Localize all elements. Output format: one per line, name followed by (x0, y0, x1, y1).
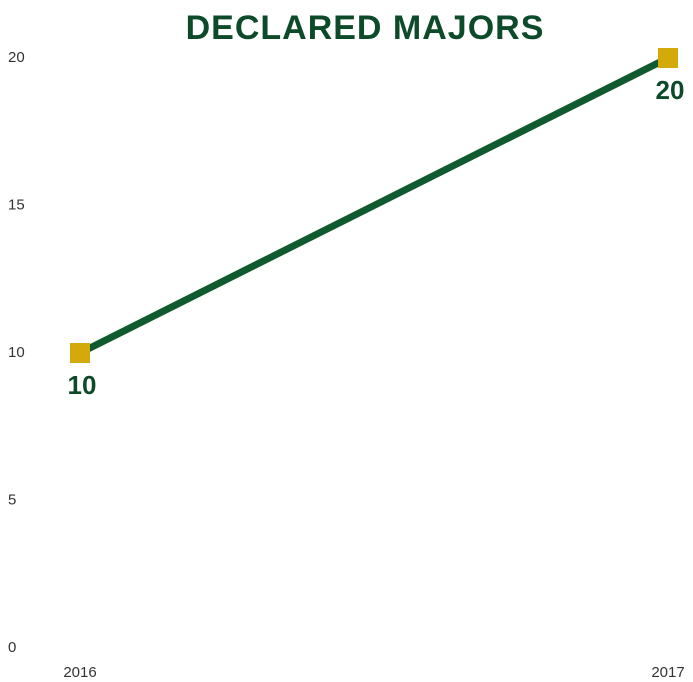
y-tick-label: 15 (8, 196, 25, 213)
x-tick-label: 2017 (651, 664, 684, 681)
marker (70, 343, 90, 363)
line (76, 54, 672, 357)
y-tick-label: 0 (8, 639, 16, 656)
y-tick-label: 5 (8, 491, 16, 508)
x-tick-label: 2016 (63, 664, 96, 681)
data-label: 10 (68, 370, 97, 400)
marker (658, 48, 678, 68)
y-tick-label: 10 (8, 344, 25, 361)
y-tick-label: 20 (8, 49, 25, 66)
data-label: 20 (656, 75, 685, 105)
chart-title: DECLARED MAJORS (186, 9, 545, 47)
